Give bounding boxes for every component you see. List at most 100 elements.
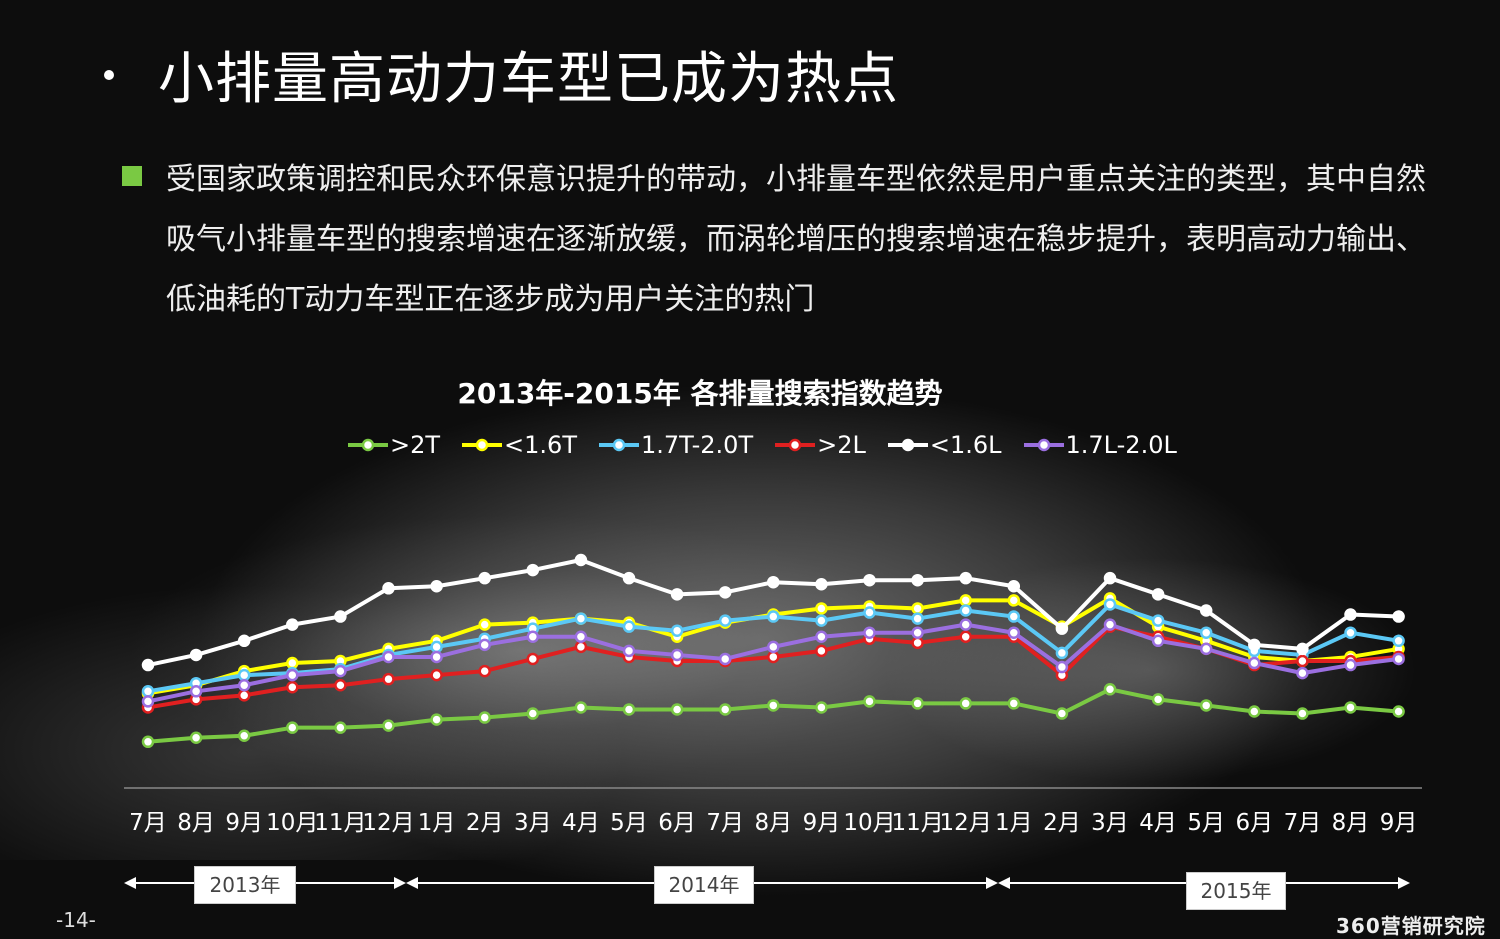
data-point [863, 695, 876, 708]
data-point [1392, 652, 1405, 666]
data-point [670, 703, 684, 716]
legend-marker-icon [348, 438, 388, 452]
data-point [1103, 598, 1117, 611]
data-point [1392, 634, 1405, 648]
data-point [141, 658, 155, 672]
x-tick-label: 9月 [1380, 810, 1418, 836]
data-point [863, 626, 876, 639]
data-point [478, 638, 491, 652]
data-point [1248, 638, 1261, 652]
data-point [815, 614, 828, 627]
legend-item: 1.7L-2.0L [1023, 430, 1177, 460]
data-point [1344, 701, 1357, 714]
data-point [430, 650, 443, 664]
x-tick-label: 11月 [314, 810, 366, 836]
data-point [670, 624, 684, 637]
legend-label: >2L [817, 431, 866, 459]
data-point [526, 630, 540, 644]
data-point [815, 577, 828, 591]
arrow-left-icon [124, 877, 136, 889]
data-point [478, 664, 491, 678]
data-point [767, 640, 780, 654]
legend-marker-icon [462, 438, 503, 452]
series-5 [141, 618, 1405, 708]
data-point [1296, 666, 1309, 680]
x-tick-label: 8月 [177, 810, 215, 836]
data-point [718, 652, 732, 666]
x-tick-label: 1月 [995, 810, 1033, 836]
legend-item: 1.7T-2.0T [598, 430, 753, 460]
x-tick-label: 7月 [706, 810, 744, 836]
data-point [334, 678, 347, 692]
data-point [815, 701, 828, 714]
green-bullet-icon [122, 166, 142, 186]
chart-legend: >2T <1.6T 1.7T-2.0T >2L <1.6L 1.7L-2.0L [348, 430, 1177, 460]
x-tick-label: 5月 [610, 810, 648, 836]
data-point [718, 614, 732, 627]
data-point [767, 650, 780, 664]
x-tick-label: 5月 [1187, 810, 1225, 836]
data-point [863, 606, 876, 619]
year-label: 2013年 [194, 866, 296, 904]
x-tick-label: 4月 [562, 810, 600, 836]
data-point [237, 634, 251, 648]
data-point [1055, 646, 1069, 660]
data-point [1392, 705, 1405, 718]
series-0 [141, 683, 1405, 749]
data-point [1007, 697, 1021, 710]
data-point [1007, 610, 1021, 623]
data-point [622, 571, 636, 585]
data-point [1055, 660, 1069, 674]
data-point [1199, 699, 1213, 712]
x-tick-label: 11月 [891, 810, 943, 836]
data-point [863, 573, 876, 587]
x-tick-label: 6月 [658, 810, 696, 836]
legend-label: <1.6T [504, 431, 577, 459]
series-line-0 [147, 687, 1399, 744]
data-point [767, 575, 780, 589]
year-label: 2015年 [1186, 872, 1286, 910]
data-point [1007, 580, 1021, 593]
data-point [382, 719, 395, 732]
legend-marker-icon [887, 438, 928, 452]
data-point [478, 571, 491, 585]
data-point [1103, 683, 1117, 696]
data-point [959, 697, 972, 710]
data-point [911, 697, 924, 710]
x-tick-label: 3月 [1091, 810, 1129, 836]
data-point [622, 703, 636, 716]
data-point [670, 648, 684, 662]
data-point [911, 636, 924, 650]
data-point [1007, 626, 1021, 639]
data-point [382, 672, 395, 686]
data-point [718, 586, 732, 599]
data-point [1055, 622, 1069, 635]
data-point [959, 630, 972, 644]
data-point [189, 685, 203, 698]
legend-item: >2T [348, 430, 440, 460]
data-point [382, 650, 395, 664]
chart-title: 2013年-2015年 各排量搜索指数趋势 [457, 377, 943, 410]
data-point [1103, 618, 1117, 631]
data-point [1151, 693, 1165, 706]
data-point [478, 711, 491, 724]
data-point [237, 678, 251, 692]
data-point [718, 703, 732, 716]
data-point [237, 729, 251, 742]
legend-label: >2T [390, 431, 441, 459]
x-tick-label: 9月 [225, 810, 263, 836]
data-point [1199, 604, 1213, 617]
data-point [1151, 634, 1165, 648]
legend-item: <1.6L [887, 430, 1002, 460]
slide-title: 小排量高动力车型已成为热点 [158, 47, 899, 112]
data-point [1344, 608, 1357, 621]
data-point [911, 626, 924, 639]
year-label: 2014年 [654, 866, 754, 904]
data-point [189, 731, 203, 745]
data-point [767, 610, 780, 623]
data-point [1248, 705, 1261, 718]
brand-logo-text: 360营销研究院 [1336, 914, 1486, 938]
data-point [815, 602, 828, 615]
data-point [141, 695, 155, 708]
